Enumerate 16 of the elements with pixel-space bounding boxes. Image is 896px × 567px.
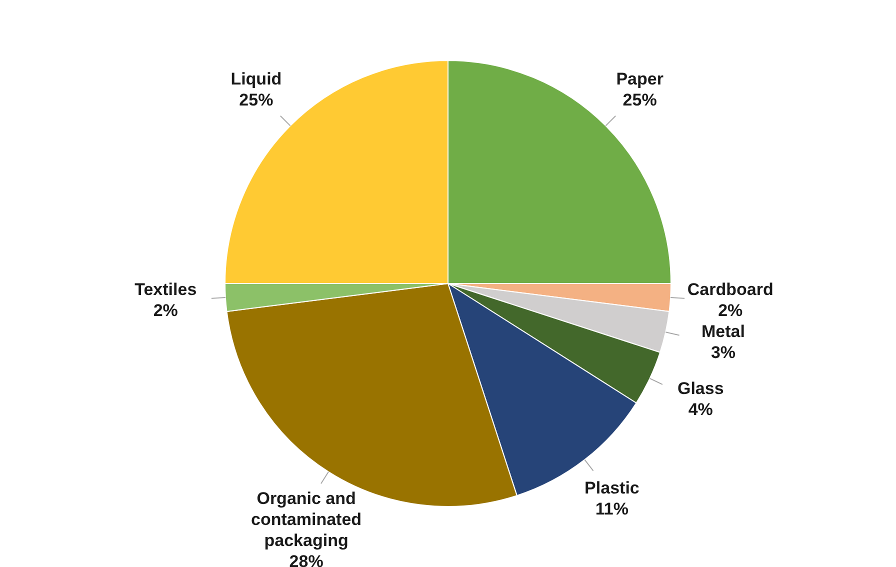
data-label: 28% [289,552,324,567]
data-label: 11% [595,499,629,518]
slice-label: Textiles [134,280,197,299]
slice-label: Plastic [584,478,640,498]
slice-label: Organic and contaminated packaging [251,489,362,550]
data-label: 25% [239,90,274,110]
data-label: 4% [688,400,713,419]
slice-label: Metal [702,322,745,342]
data-label: 25% [622,90,657,110]
slice-label: Glass [677,378,724,398]
data-label: 2% [153,300,178,320]
data-label: 2% [718,300,743,320]
slice-label: Liquid [230,70,282,89]
slice-label: Paper [616,70,664,89]
slice-label: Cardboard [687,280,774,299]
data-label: 3% [710,343,736,362]
